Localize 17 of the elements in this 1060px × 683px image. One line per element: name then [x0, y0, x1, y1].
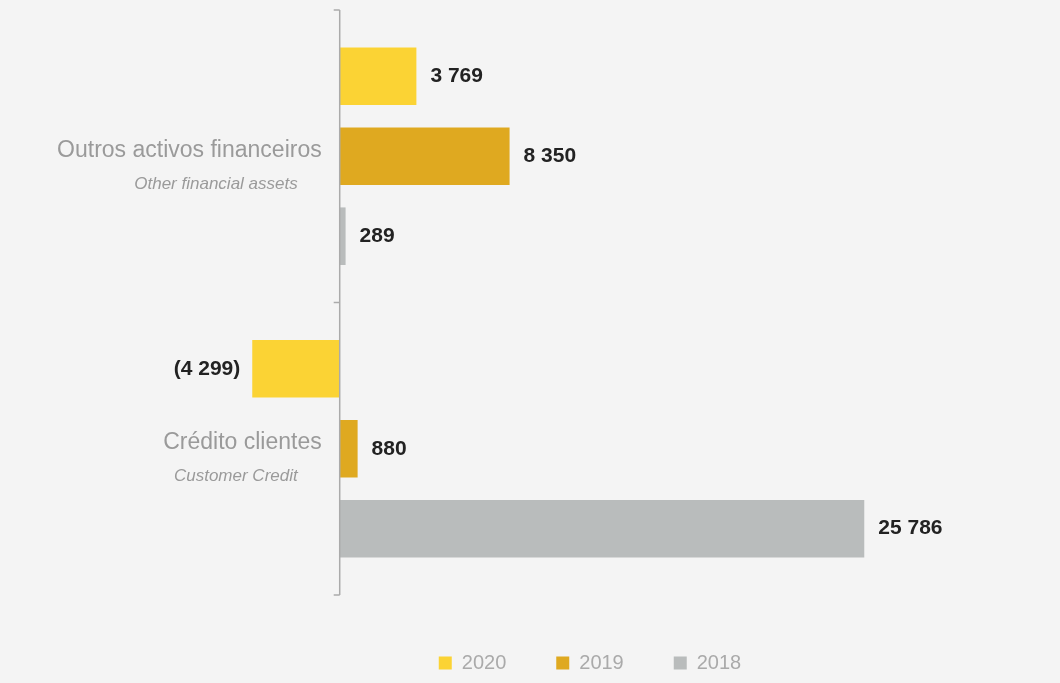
bar	[252, 340, 340, 398]
y-tick-label: Crédito clientes Customer Credit	[163, 428, 322, 486]
y-tick-label: Outros activos financeiros Other financial assets	[57, 135, 322, 193]
bar	[339, 207, 346, 265]
data-label: 8 350	[523, 143, 577, 167]
data-label: 3 769	[430, 63, 483, 87]
legend-label: 2018	[696, 650, 742, 673]
legend-label: 2020	[461, 650, 507, 673]
bar	[339, 127, 510, 186]
data-label: (4 299)	[173, 355, 241, 379]
bar	[339, 419, 358, 478]
legend-label: 2019	[579, 650, 624, 673]
data-label: 25 786	[878, 515, 943, 539]
data-label: 289	[359, 223, 395, 246]
data-label: 880	[371, 435, 407, 459]
bar	[339, 47, 417, 106]
bar	[339, 499, 865, 558]
